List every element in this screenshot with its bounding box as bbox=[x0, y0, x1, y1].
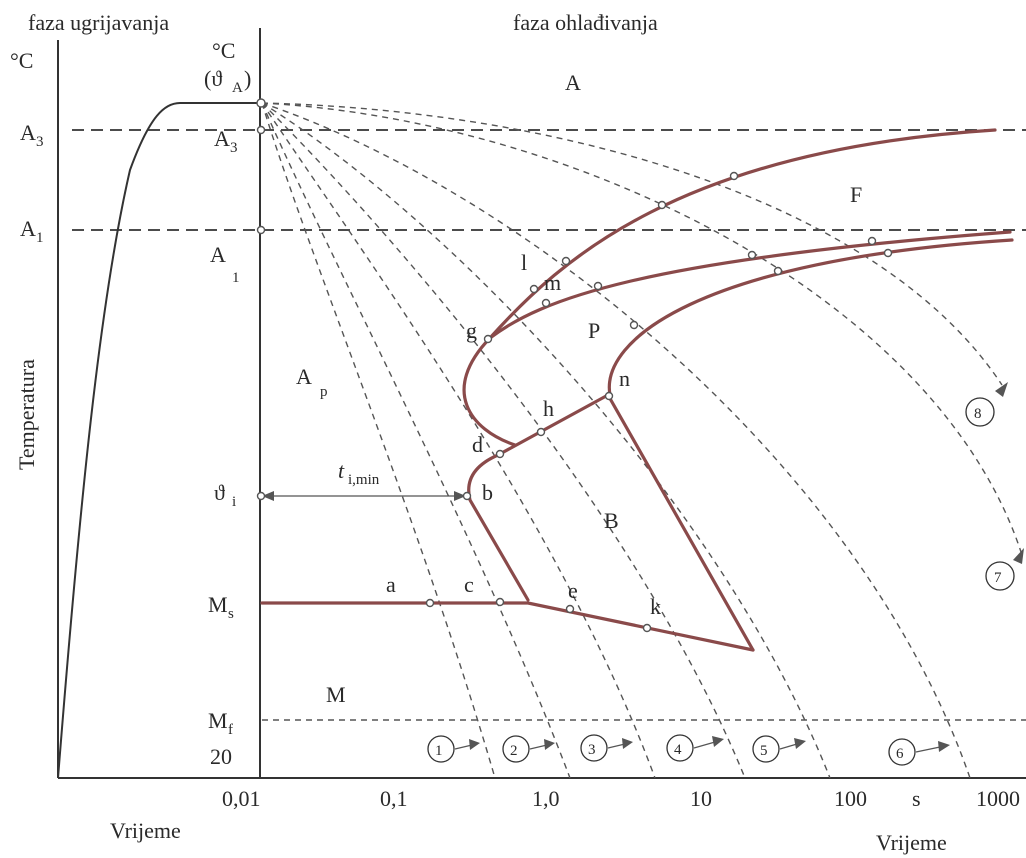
curve-marker-7: 7 bbox=[985, 548, 1024, 591]
room-temp-label: 20 bbox=[210, 744, 232, 769]
region-ferrite: F bbox=[850, 182, 862, 207]
svg-text:A: A bbox=[296, 364, 312, 389]
svg-text:A: A bbox=[20, 216, 36, 241]
svg-text:A: A bbox=[210, 242, 226, 267]
region-bainite: B bbox=[604, 508, 619, 533]
tick-0-01: 0,01 bbox=[222, 786, 261, 811]
right-A3-label: A 3 bbox=[214, 126, 238, 156]
ferrite-start-curve bbox=[488, 128, 997, 340]
cooling-phase-header: faza ohlađivanja bbox=[513, 10, 658, 35]
svg-text:4: 4 bbox=[674, 742, 682, 758]
svg-text:A: A bbox=[20, 120, 36, 145]
time-unit-label: s bbox=[912, 786, 921, 811]
svg-text:i: i bbox=[232, 494, 236, 510]
svg-text:1: 1 bbox=[36, 230, 44, 246]
point-k: k bbox=[650, 594, 661, 619]
svg-text:8: 8 bbox=[974, 406, 982, 422]
cooling-curve-1 bbox=[261, 102, 496, 779]
curve-marker-4: 4 bbox=[666, 734, 724, 762]
Ms-label: M s bbox=[208, 592, 234, 622]
point-h: h bbox=[543, 396, 554, 421]
theta-i-label: ϑ i bbox=[214, 480, 236, 510]
svg-text:1: 1 bbox=[435, 743, 443, 759]
bainite-start-lower bbox=[467, 453, 530, 602]
region-martensite: M bbox=[326, 682, 346, 707]
curve-marker-5: 5 bbox=[752, 735, 806, 763]
cooling-curve-5 bbox=[261, 102, 831, 779]
point-n: n bbox=[619, 366, 630, 391]
curve-marker-8: 8 bbox=[965, 382, 1008, 427]
point-d: d bbox=[472, 432, 483, 457]
point-a: a bbox=[386, 572, 396, 597]
svg-text:s: s bbox=[228, 606, 234, 622]
curve-marker-2: 2 bbox=[502, 735, 555, 763]
svg-text:f: f bbox=[228, 722, 233, 738]
point-l: l bbox=[521, 250, 527, 275]
bainite-finish-curve bbox=[606, 393, 755, 652]
curve-marker-1: 1 bbox=[427, 735, 480, 763]
svg-text:3: 3 bbox=[230, 140, 238, 156]
right-A1-label: A 1 bbox=[210, 242, 240, 286]
left-unit-label: °C bbox=[10, 48, 33, 73]
region-undercooled-austenite: A p bbox=[296, 364, 328, 400]
incubation-time-arrow bbox=[262, 491, 466, 501]
svg-text:7: 7 bbox=[994, 570, 1002, 586]
tick-0-1: 0,1 bbox=[380, 786, 408, 811]
region-pearlite: P bbox=[588, 318, 600, 343]
point-m: m bbox=[544, 270, 561, 295]
svg-text:5: 5 bbox=[760, 743, 768, 759]
cooling-curve-6 bbox=[261, 102, 971, 779]
svg-text:6: 6 bbox=[896, 746, 904, 762]
transformation-curves bbox=[260, 128, 1014, 652]
curve-marker-6: 6 bbox=[888, 738, 950, 766]
cooling-curve-3 bbox=[261, 102, 656, 779]
tick-1000: 1000 bbox=[976, 786, 1020, 811]
heating-phase-header: faza ugrijavanja bbox=[28, 10, 169, 35]
tick-100: 100 bbox=[834, 786, 867, 811]
Mf-label: M f bbox=[208, 708, 233, 738]
svg-text:2: 2 bbox=[510, 743, 518, 759]
cooling-curves bbox=[261, 102, 1023, 779]
temperature-axis-label: Temperatura bbox=[14, 359, 39, 470]
theta-A-label: (ϑ A ) bbox=[204, 66, 251, 96]
svg-text:M: M bbox=[208, 708, 228, 733]
tick-10: 10 bbox=[690, 786, 712, 811]
svg-text:3: 3 bbox=[588, 742, 596, 758]
bainite-start-upper bbox=[496, 393, 610, 457]
left-A1-label: A 1 bbox=[20, 216, 44, 246]
svg-text:(ϑ: (ϑ bbox=[204, 66, 222, 91]
curve-nodes bbox=[256, 98, 893, 633]
heating-curve bbox=[57, 102, 260, 779]
martensite-start-line bbox=[260, 601, 755, 652]
point-g: g bbox=[466, 318, 477, 343]
right-unit-label: °C bbox=[212, 38, 235, 63]
svg-text:A: A bbox=[214, 126, 230, 151]
svg-text:t: t bbox=[338, 458, 345, 483]
pearlite-finish-curve bbox=[607, 238, 1014, 397]
svg-text:i,min: i,min bbox=[348, 472, 380, 488]
svg-text:1: 1 bbox=[232, 270, 240, 286]
curve-marker-3: 3 bbox=[580, 734, 633, 762]
svg-text:3: 3 bbox=[36, 134, 44, 150]
cooling-curve-4 bbox=[261, 102, 746, 779]
left-time-label: Vrijeme bbox=[110, 818, 181, 843]
cooling-curve-8 bbox=[261, 102, 1003, 386]
right-time-label: Vrijeme bbox=[876, 830, 947, 855]
point-e: e bbox=[568, 578, 578, 603]
nose-curve bbox=[462, 336, 517, 447]
left-A3-label: A 3 bbox=[20, 120, 44, 150]
point-c: c bbox=[464, 572, 474, 597]
tick-1-0: 1,0 bbox=[532, 786, 560, 811]
point-b: b bbox=[482, 480, 493, 505]
svg-text:M: M bbox=[208, 592, 228, 617]
region-austenite: A bbox=[565, 70, 581, 95]
cooling-curve-2 bbox=[261, 102, 571, 779]
svg-text:): ) bbox=[244, 66, 251, 91]
svg-text:ϑ: ϑ bbox=[214, 480, 225, 505]
incubation-label: t i,min bbox=[338, 458, 380, 488]
svg-text:A: A bbox=[232, 80, 243, 96]
svg-text:p: p bbox=[320, 384, 328, 400]
